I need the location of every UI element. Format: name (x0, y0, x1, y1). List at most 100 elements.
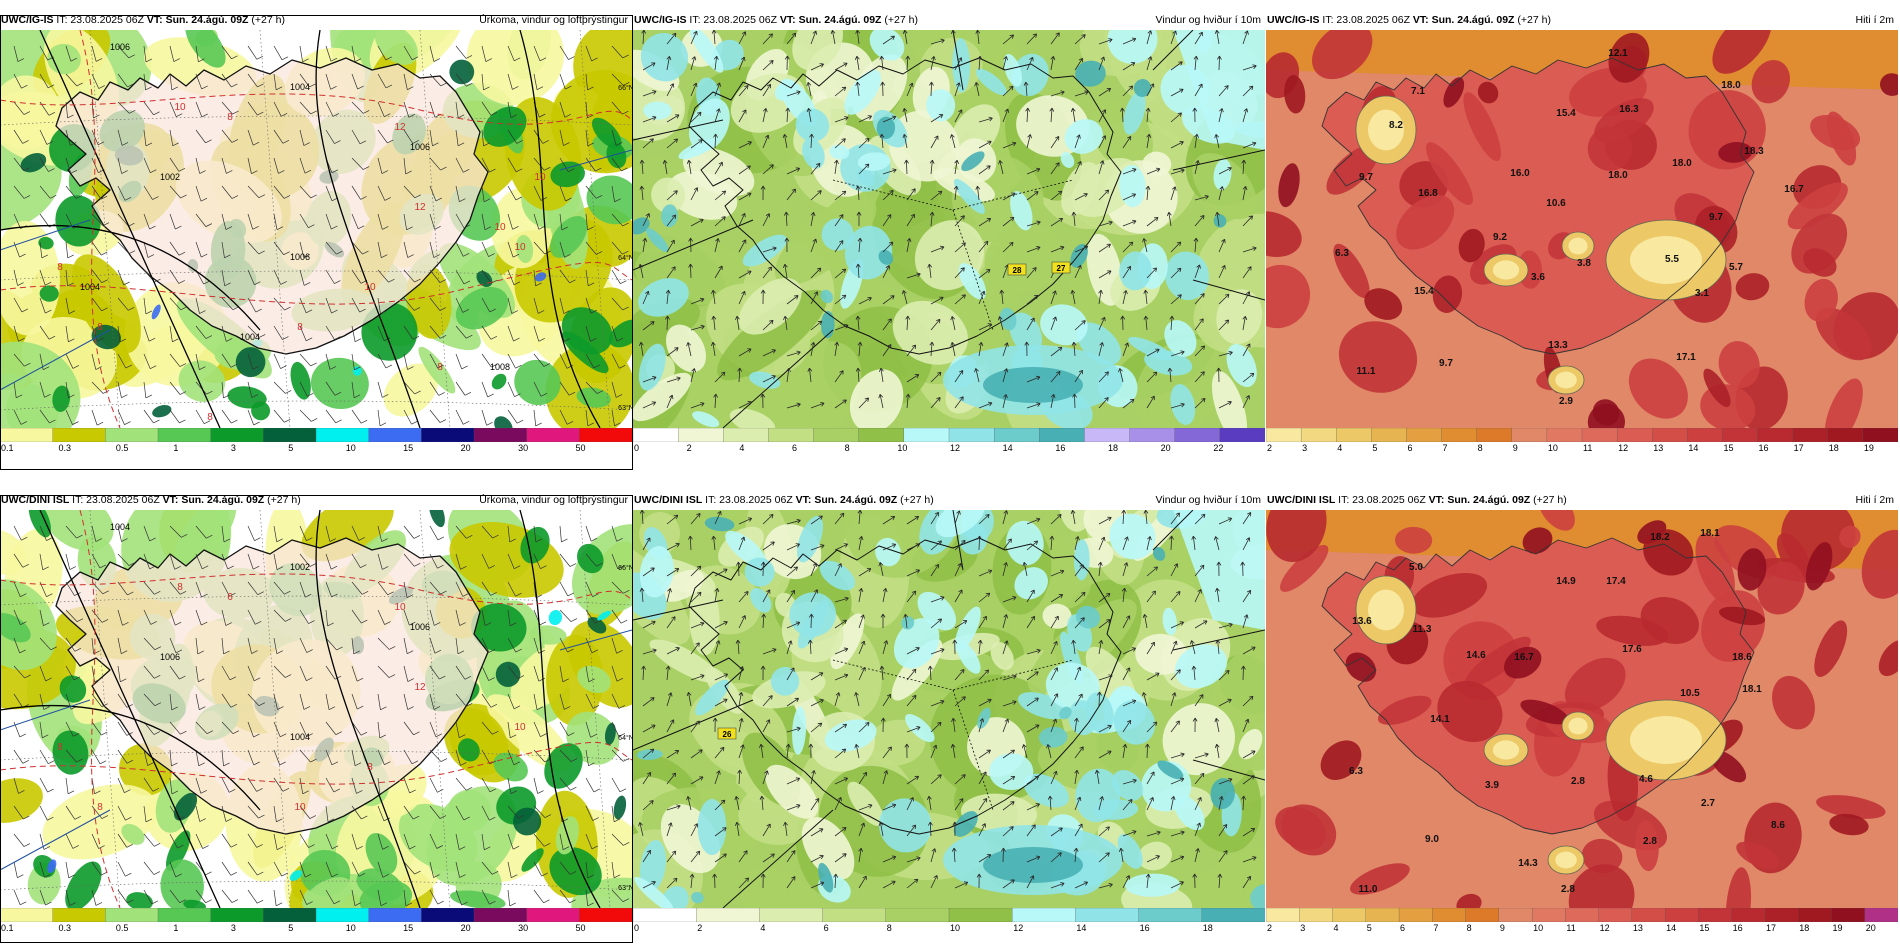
colorbar-swatch (1731, 908, 1766, 922)
panel-dini-temp: UWC/DINI ISL IT: 23.08.2025 06Z VT: Sun.… (1266, 490, 1898, 948)
colorbar-swatch (52, 908, 106, 922)
temperature-value: 3.1 (1695, 288, 1709, 299)
colorbar-tick-label: 20 (460, 923, 471, 933)
temperature-value: 12.1 (1608, 48, 1628, 59)
isotherm-label: 8 (227, 112, 233, 123)
coast-boundary (0, 149, 632, 391)
colorbar-tick-label: 17 (1765, 923, 1776, 933)
colorbar-swatch (315, 908, 370, 922)
colorbar-tick-label: 18 (1828, 443, 1839, 453)
colorbar-tick-label: 30 (518, 443, 529, 453)
colorbar-tick-label: 12 (1599, 923, 1610, 933)
isobar-label: 1006 (160, 652, 180, 662)
colorbar (0, 908, 632, 922)
colorbar-tick-label: 4 (760, 923, 766, 933)
land-dry (56, 58, 488, 354)
latitude-label: 64°N (618, 254, 632, 262)
colorbar (633, 908, 1265, 922)
init-time: IT: 23.08.2025 06Z (705, 494, 793, 506)
colorbar-swatch (0, 908, 54, 922)
colorbar-swatch (157, 908, 212, 922)
colorbar-swatch (1546, 428, 1583, 442)
cool-highlands (1355, 575, 1727, 875)
precip-map[interactable]: 1006 1002 1004 1006 1006 1008 1004 1004 8 8 8 12 12 1… (0, 30, 632, 428)
temperature-value: 9.2 (1493, 232, 1507, 243)
temperature-map[interactable]: 18.2 18.1 5.0 14.9 17.4 13.6 11.3 14.6 16.7 17.6 1… (1266, 510, 1898, 908)
isobar-label: 1004 (290, 732, 310, 742)
isobar-label: 1004 (80, 282, 100, 292)
valid-label: VT: (779, 14, 796, 26)
colorbar-tick-label: 15 (1699, 923, 1710, 933)
shaded-field (1266, 510, 1898, 908)
isobar-label: 1002 (290, 562, 310, 572)
colorbar-tick-label: 10 (1547, 443, 1558, 453)
gust-marker (1007, 263, 1027, 276)
colorbar-swatch (1565, 908, 1600, 922)
shaded-field (1320, 520, 1898, 908)
colorbar-swatch (1075, 908, 1140, 922)
colorbar-swatch (633, 908, 697, 922)
model-name: UWC/IG-IS (1267, 14, 1320, 26)
isotherm-label: 10 (294, 802, 306, 813)
isotherm-label: 12 (414, 202, 426, 213)
coastline (1321, 57, 1755, 355)
precip-map[interactable]: 1004 1006 1002 1006 1004 6 8 8 10 12 8 8 10 10 66°N 64°… (0, 510, 632, 908)
model-name: UWC/DINI ISL (1267, 494, 1336, 506)
colorbar-swatch (526, 428, 580, 442)
temperature-value: 16.7 (1784, 184, 1804, 195)
isotherm-label: 8 (437, 362, 443, 373)
colorbar-swatch (903, 428, 950, 442)
panel-header: UWC/DINI ISL IT: 23.08.2025 06Z VT: Sun.… (633, 490, 1265, 510)
colorbar-tick-label: 16 (1139, 923, 1150, 933)
panel-title: Úrkoma, vindur og loftþrýstingur (479, 14, 628, 26)
lead-time: (+27 h) (1533, 494, 1567, 506)
model-name: UWC/DINI ISL (634, 494, 703, 506)
colorbar-swatch (105, 908, 159, 922)
temperature-map[interactable]: 12.1 7.1 8.2 15.4 16.3 18.0 9.7 16.8 16.0 18.0 18.… (1266, 30, 1898, 428)
colorbar-swatch (1864, 908, 1898, 922)
colorbar-swatch (1698, 908, 1733, 922)
isotherm-label: 10 (364, 282, 376, 293)
wind-map[interactable]: 26 (633, 510, 1265, 908)
isotherm-label: 10 (174, 102, 186, 113)
colorbar-swatch (768, 428, 815, 442)
colorbar-ticks: 2 3 4 5 6 7 8 9 10 11 12 13 14 15 16 17 18 19 20 (1266, 923, 1898, 937)
isobar-label: 1008 (490, 362, 510, 372)
colorbar-swatch (759, 908, 824, 922)
colorbar-swatch (1652, 428, 1688, 442)
colorbar-tick-label: 8 (1477, 443, 1483, 453)
temperature-value: 4.6 (1639, 774, 1653, 785)
colorbar-swatch (723, 428, 770, 442)
lat-lon-grid (0, 510, 632, 908)
panel-title: Úrkoma, vindur og loftþrýstingur (479, 494, 628, 506)
temperature-value: 13.6 (1352, 616, 1372, 627)
colorbar-swatch (1616, 428, 1653, 442)
temperature-value: 18.0 (1721, 80, 1741, 91)
colorbar-tick-label: 3 (230, 443, 236, 453)
colorbar-tick-label: 14 (1688, 443, 1699, 453)
colorbar-tick-label: 3 (1302, 443, 1308, 453)
panel-ig-precip: UWC/IG-IS IT: 23.08.2025 06Z VT: Sun. 24… (0, 10, 632, 468)
temperature-value: 16.8 (1418, 188, 1438, 199)
isotherm-label: 10 (494, 222, 506, 233)
colorbar-tick-label: 2 (1267, 443, 1273, 453)
colorbar-swatch (105, 428, 159, 442)
latitude-label: 63°N (618, 404, 632, 412)
temperature-value: 8.2 (1389, 120, 1403, 131)
colorbar-swatch (210, 908, 264, 922)
colorbar-tick-label: 5 (1372, 443, 1378, 453)
model-name: UWC/IG-IS (1, 14, 54, 26)
colorbar-swatch (858, 428, 905, 442)
lead-time: (+27 h) (900, 494, 934, 506)
colorbar-tick-label: 5 (288, 443, 294, 453)
temperature-value: 5.0 (1409, 562, 1423, 573)
colorbar-swatch (993, 428, 1040, 442)
colorbar-tick-label: 13 (1653, 443, 1664, 453)
wind-map[interactable]: 28 27 (633, 30, 1265, 428)
panel-header: UWC/DINI ISL IT: 23.08.2025 06Z VT: Sun.… (0, 490, 632, 510)
isobar-label: 1002 (160, 172, 180, 182)
temperature-value: 2.7 (1701, 798, 1715, 809)
colorbar-swatch (696, 908, 761, 922)
wind-arrows (638, 30, 1257, 409)
colorbar-swatch (52, 428, 106, 442)
